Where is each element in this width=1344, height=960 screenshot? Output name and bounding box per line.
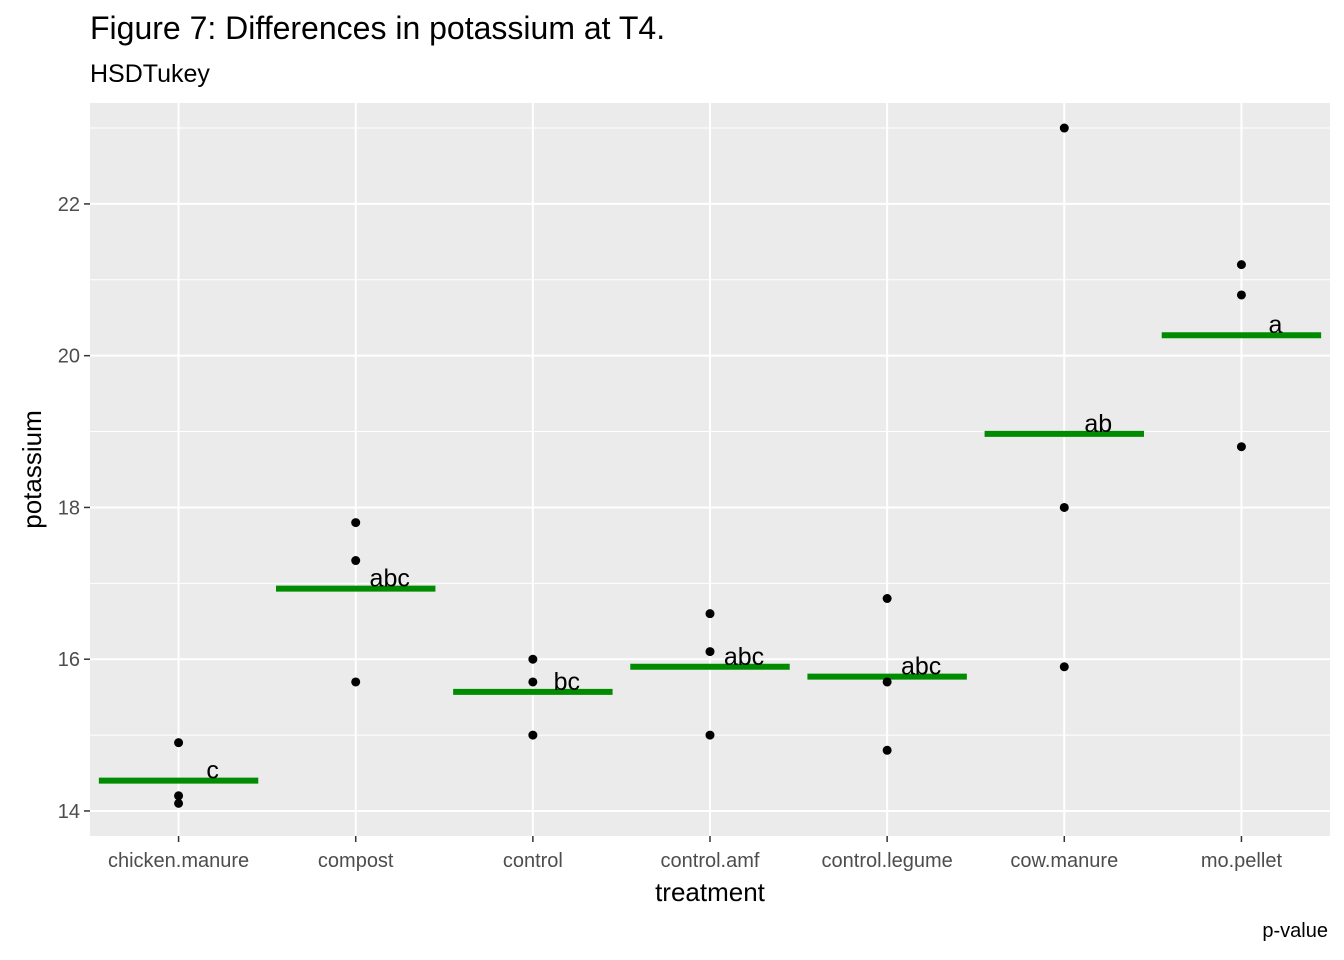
chart-caption: p-value	[1262, 920, 1328, 942]
y-axis-ticks: 14 16 18 20 22	[58, 194, 90, 823]
data-point	[1236, 442, 1246, 452]
chart-title: Figure 7: Differences in potassium at T4…	[90, 10, 666, 46]
y-axis-title: potassium	[17, 410, 47, 529]
y-tick-label: 16	[58, 649, 80, 671]
group-letters: c abc bc abc abc ab a	[206, 311, 1282, 784]
group-letter: a	[1268, 311, 1282, 339]
data-point	[351, 556, 361, 566]
group-letter: abc	[901, 653, 941, 681]
x-tick-label: chicken.manure	[108, 850, 249, 872]
group-letter: bc	[554, 668, 580, 696]
data-point	[705, 609, 715, 619]
x-tick-label: mo.pellet	[1201, 850, 1283, 872]
x-tick-label: control.legume	[822, 850, 953, 872]
x-tick-label: compost	[318, 850, 394, 872]
data-point	[705, 730, 715, 740]
data-point	[705, 647, 715, 657]
data-point	[1236, 260, 1246, 270]
y-tick-label: 14	[58, 801, 80, 823]
data-point	[1059, 662, 1069, 672]
mean-bars	[98, 332, 1322, 784]
data-point	[528, 730, 538, 740]
data-point	[351, 677, 361, 687]
data-point	[174, 791, 184, 801]
group-letter: c	[206, 757, 219, 785]
data-point	[882, 745, 892, 755]
data-point	[882, 677, 892, 687]
y-tick-label: 22	[58, 194, 80, 216]
data-point	[882, 593, 892, 603]
y-tick-label: 20	[58, 346, 80, 368]
data-point	[528, 654, 538, 664]
data-point	[1236, 290, 1246, 300]
x-axis-ticks: chicken.manure compost control control.amf c…	[108, 836, 1282, 872]
data-point	[174, 738, 184, 748]
y-tick-label: 18	[58, 497, 80, 519]
data-point	[351, 518, 361, 528]
x-tick-label: cow.manure	[1010, 850, 1118, 872]
data-points	[174, 123, 1246, 808]
x-tick-label: control	[503, 850, 563, 872]
data-point	[1059, 502, 1069, 512]
x-axis-title: treatment	[655, 877, 766, 907]
group-letter: ab	[1084, 410, 1112, 438]
data-point	[174, 798, 184, 808]
group-letter: abc	[370, 565, 410, 593]
x-tick-label: control.amf	[661, 850, 760, 872]
data-point	[1059, 123, 1069, 133]
major-gridlines	[90, 103, 1330, 836]
data-point	[528, 677, 538, 687]
group-letter: abc	[724, 643, 764, 671]
chart-subtitle: HSDTukey	[90, 60, 210, 88]
